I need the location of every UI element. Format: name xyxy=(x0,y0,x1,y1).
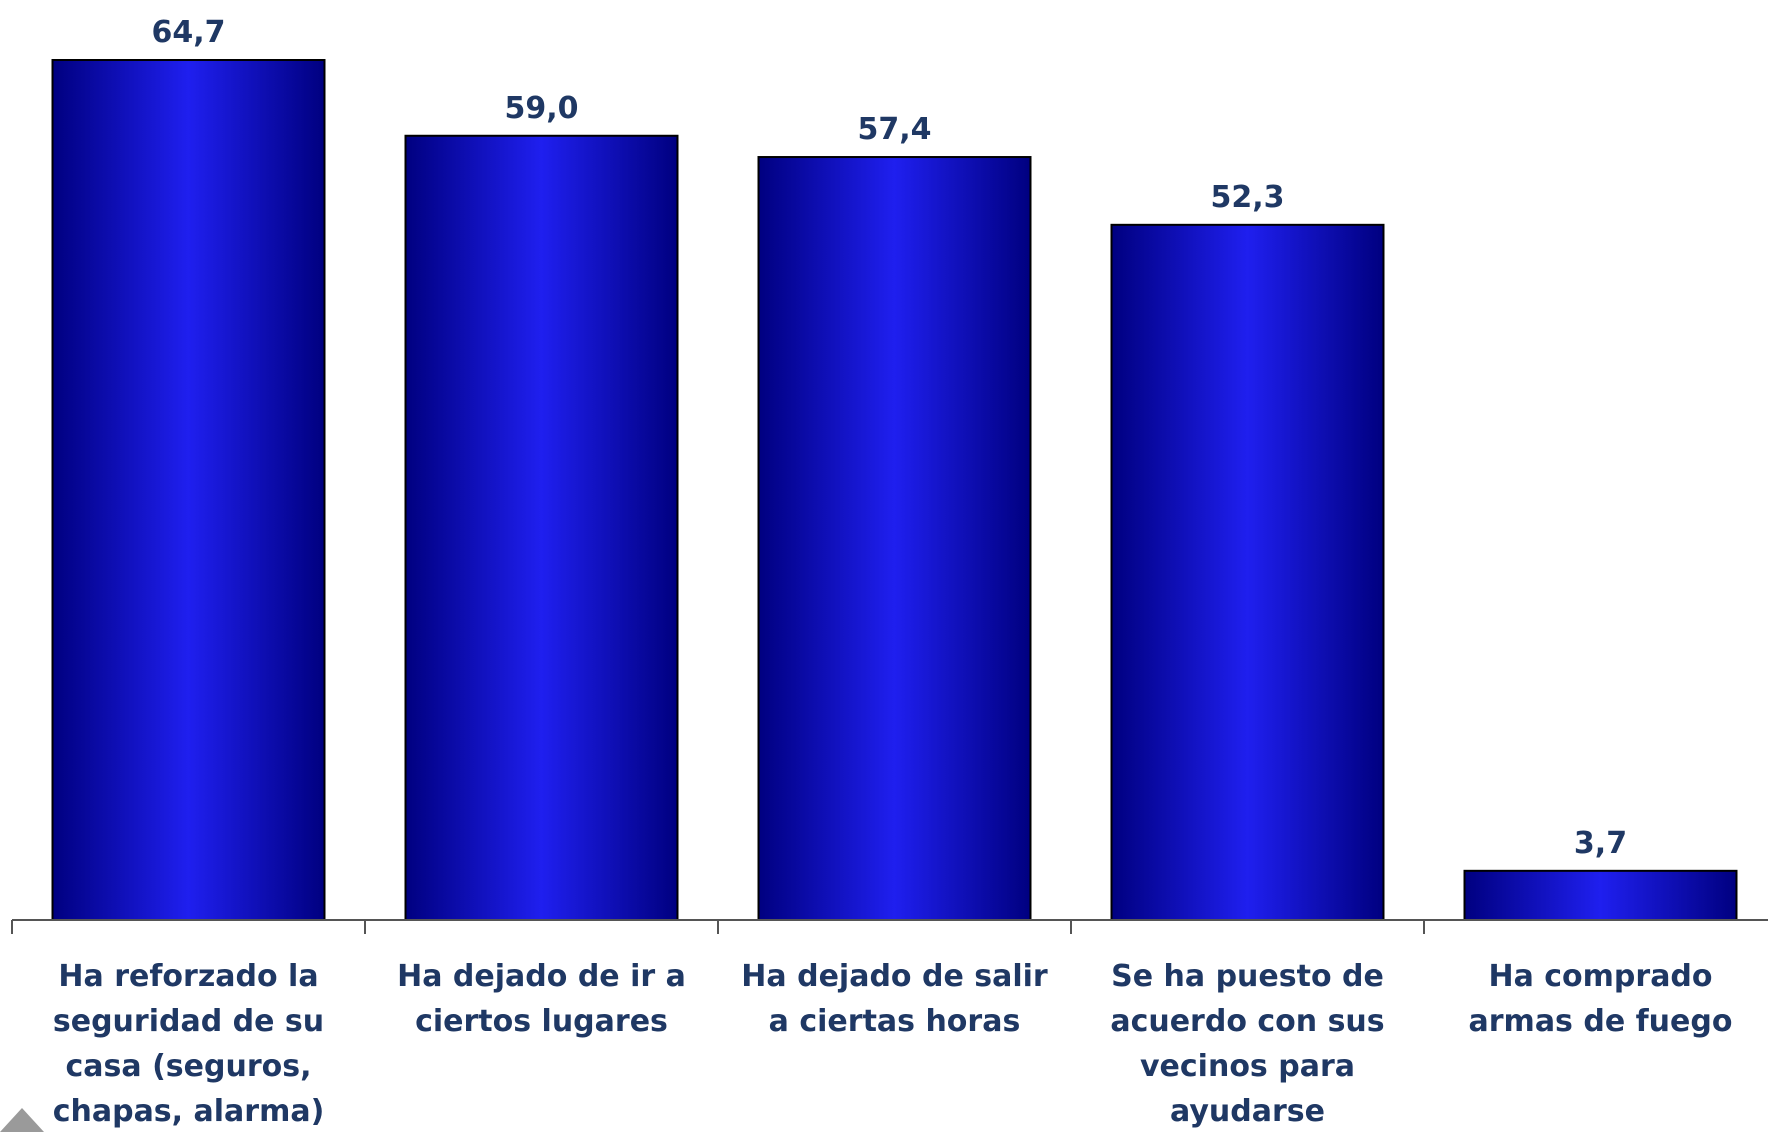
category-label-line: acuerdo con sus xyxy=(1110,1004,1384,1039)
category-label-line: ayudarse xyxy=(1170,1094,1325,1129)
category-label: Ha reforzado la seguridad de su casa (segu… xyxy=(53,959,325,1129)
x-axis xyxy=(11,919,1768,934)
category-label-line: a ciertas horas xyxy=(769,1004,1021,1039)
category-label-line: armas de fuego xyxy=(1469,1004,1733,1039)
bar-value-label: 59,0 xyxy=(504,91,578,126)
category-label-line: seguridad de su xyxy=(53,1004,324,1039)
bar-value-label: 3,7 xyxy=(1574,826,1627,861)
bar-value-label: 52,3 xyxy=(1210,180,1284,215)
category-label-line: ciertos lugares xyxy=(415,1004,668,1039)
corner-triangle-icon xyxy=(0,1108,44,1132)
category-label-line: Ha comprado xyxy=(1488,959,1712,994)
category-label-line: Ha reforzado la xyxy=(58,959,318,994)
bar-value-label: 64,7 xyxy=(151,15,225,50)
bar xyxy=(51,59,326,921)
category-label: Ha dejado de salir a ciertas horas xyxy=(741,959,1048,1039)
bar xyxy=(404,134,679,921)
category-label: Se ha puesto de acuerdo con sus vecinos pa… xyxy=(1110,959,1384,1129)
bar-value-label: 57,4 xyxy=(857,112,931,147)
category-label-line: Ha dejado de salir xyxy=(741,959,1048,994)
category-label-line: Ha dejado de ir a xyxy=(397,959,686,994)
bars-group: 64,7 59,0 57,4 52,3 3,7 xyxy=(51,15,1738,921)
category-label-line: vecinos para xyxy=(1140,1049,1355,1084)
bar xyxy=(1463,869,1738,921)
category-label-line: casa (seguros, xyxy=(66,1049,312,1084)
category-label-line: Se ha puesto de xyxy=(1111,959,1384,994)
category-label: Ha comprado armas de fuego xyxy=(1469,959,1733,1039)
category-labels: Ha reforzado la seguridad de su casa (segu… xyxy=(53,959,1733,1129)
bar xyxy=(1110,223,1385,921)
category-label: Ha dejado de ir a ciertos lugares xyxy=(397,959,686,1039)
category-label-line: chapas, alarma) xyxy=(53,1094,325,1129)
bar xyxy=(757,156,1032,921)
